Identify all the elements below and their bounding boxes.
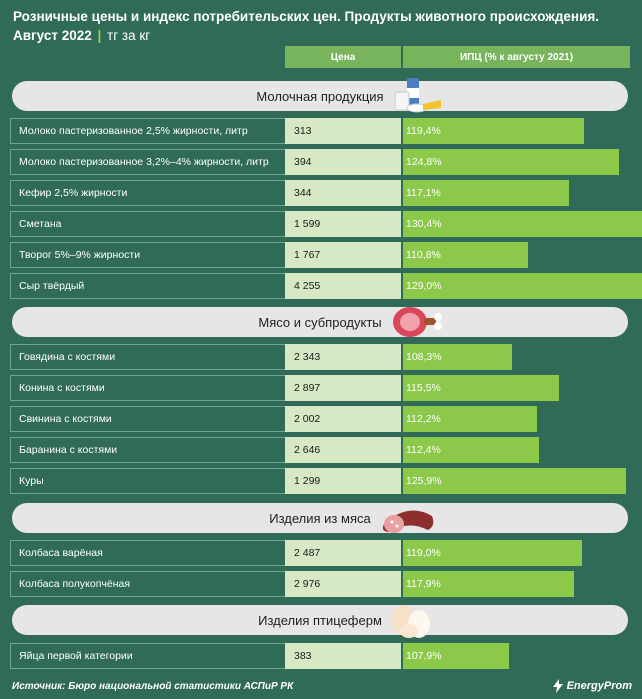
eggs-icon <box>391 605 430 638</box>
cpi-bar: 112,2% <box>403 406 537 432</box>
cpi-bar: 107,9% <box>403 643 509 669</box>
row-label: Сметана <box>10 211 285 237</box>
cpi-bar: 124,8% <box>403 149 619 175</box>
title-date: Август 2022 <box>13 28 92 43</box>
cpi-data-label: 108,3% <box>406 351 442 363</box>
cpi-data-label: 110,8% <box>406 249 441 261</box>
table-row: Творог 5%–9% жирности 1 767 110,8% <box>0 242 642 268</box>
column-header-price: Цена <box>285 46 401 68</box>
cpi-data-label: 112,2% <box>406 413 441 425</box>
row-label: Яйца первой категории <box>10 643 285 669</box>
price-value: 2 487 <box>285 540 401 566</box>
table-row: Куры 1 299 125,9% <box>0 468 642 494</box>
sausage-icon <box>382 510 434 533</box>
cpi-bar: 108,3% <box>403 344 512 370</box>
row-label: Свинина с костями <box>10 406 285 432</box>
title-unit: тг за кг <box>107 28 151 43</box>
row-label: Молоко пастеризованное 3,2%–4% жирности,… <box>10 149 285 175</box>
price-value: 313 <box>285 118 401 144</box>
section-title: Мясо и субпродукты <box>258 314 382 330</box>
cpi-bar: 117,9% <box>403 571 574 597</box>
table-row: Кефир 2,5% жирности 344 117,1% <box>0 180 642 206</box>
source-note: Источник: Бюро национальной статистики А… <box>12 681 294 692</box>
row-label: Баранина с костями <box>10 437 285 463</box>
cpi-bar: 112,4% <box>403 437 539 463</box>
cpi-bar: 115,5% <box>403 375 559 401</box>
table-row: Колбаса полукопчёная 2 976 117,9% <box>0 571 642 597</box>
table-row: Молоко пастеризованное 3,2%–4% жирности,… <box>0 149 642 175</box>
table-row: Сметана 1 599 130,4% <box>0 211 642 237</box>
row-label: Конина с костями <box>10 375 285 401</box>
table-row: Баранина с костями 2 646 112,4% <box>0 437 642 463</box>
logo-text: EnergyProm <box>566 680 632 692</box>
cpi-bar: 119,0% <box>403 540 582 566</box>
table-row: Яйца первой категории 383 107,9% <box>0 643 642 669</box>
section-dairy: Молочная продукция <box>12 81 628 111</box>
brand-logo: EnergyProm <box>552 679 632 693</box>
dairy-icon <box>394 78 441 113</box>
cpi-data-label: 107,9% <box>406 650 442 662</box>
section-poultry-farm: Изделия птицеферм <box>12 605 628 635</box>
column-header-cpi: ИПЦ (% к августу 2021) <box>403 46 630 68</box>
row-label: Кефир 2,5% жирности <box>10 180 285 206</box>
table-row: Сыр твёрдый 4 255 129,0% <box>0 273 642 299</box>
cpi-data-label: 117,1% <box>406 187 441 199</box>
section-meat-products: Изделия из мяса <box>12 503 628 533</box>
price-value: 394 <box>285 149 401 175</box>
table-row: Говядина с костями 2 343 108,3% <box>0 344 642 370</box>
table-row: Конина с костями 2 897 115,5% <box>0 375 642 401</box>
table-row: Колбаса варёная 2 487 119,0% <box>0 540 642 566</box>
cpi-bar: 125,9% <box>403 468 626 494</box>
cpi-data-label: 117,9% <box>406 578 441 590</box>
price-value: 1 299 <box>285 468 401 494</box>
table-row: Свинина с костями 2 002 112,2% <box>0 406 642 432</box>
bolt-icon <box>552 679 563 693</box>
cpi-data-label: 129,0% <box>406 280 442 292</box>
section-title: Изделия птицеферм <box>258 612 382 628</box>
price-value: 2 002 <box>285 406 401 432</box>
meat-icon <box>393 307 442 337</box>
title-line-1: Розничные цены и индекс потребительских … <box>13 9 600 24</box>
cpi-data-label: 125,9% <box>406 475 442 487</box>
row-label: Творог 5%–9% жирности <box>10 242 285 268</box>
table-row: Молоко пастеризованное 2,5% жирности, ли… <box>0 118 642 144</box>
row-label: Колбаса полукопчёная <box>10 571 285 597</box>
cpi-data-label: 115,5% <box>406 382 441 394</box>
price-value: 383 <box>285 643 401 669</box>
row-label: Колбаса варёная <box>10 540 285 566</box>
cpi-bar: 119,4% <box>403 118 584 144</box>
price-value: 4 255 <box>285 273 401 299</box>
cpi-bar: 130,4% <box>403 211 642 237</box>
price-value: 2 976 <box>285 571 401 597</box>
price-value: 1 599 <box>285 211 401 237</box>
price-value: 2 897 <box>285 375 401 401</box>
row-label: Куры <box>10 468 285 494</box>
cpi-data-label: 130,4% <box>406 218 442 230</box>
price-value: 344 <box>285 180 401 206</box>
cpi-data-label: 124,8% <box>406 156 442 168</box>
cpi-data-label: 112,4% <box>406 444 441 456</box>
row-label: Говядина с костями <box>10 344 285 370</box>
section-meat: Мясо и субпродукты <box>12 307 628 337</box>
price-value: 2 343 <box>285 344 401 370</box>
row-label: Сыр твёрдый <box>10 273 285 299</box>
cpi-data-label: 119,0% <box>406 547 441 559</box>
cpi-bar: 129,0% <box>403 273 642 299</box>
section-title: Изделия из мяса <box>269 510 371 526</box>
price-value: 2 646 <box>285 437 401 463</box>
cpi-bar: 110,8% <box>403 242 528 268</box>
cpi-data-label: 119,4% <box>406 125 441 137</box>
cpi-bar: 117,1% <box>403 180 569 206</box>
section-title: Молочная продукция <box>256 88 384 104</box>
price-value: 1 767 <box>285 242 401 268</box>
chart-title: Розничные цены и индекс потребительских … <box>13 7 623 45</box>
title-separator: | <box>93 28 106 43</box>
row-label: Молоко пастеризованное 2,5% жирности, ли… <box>10 118 285 144</box>
